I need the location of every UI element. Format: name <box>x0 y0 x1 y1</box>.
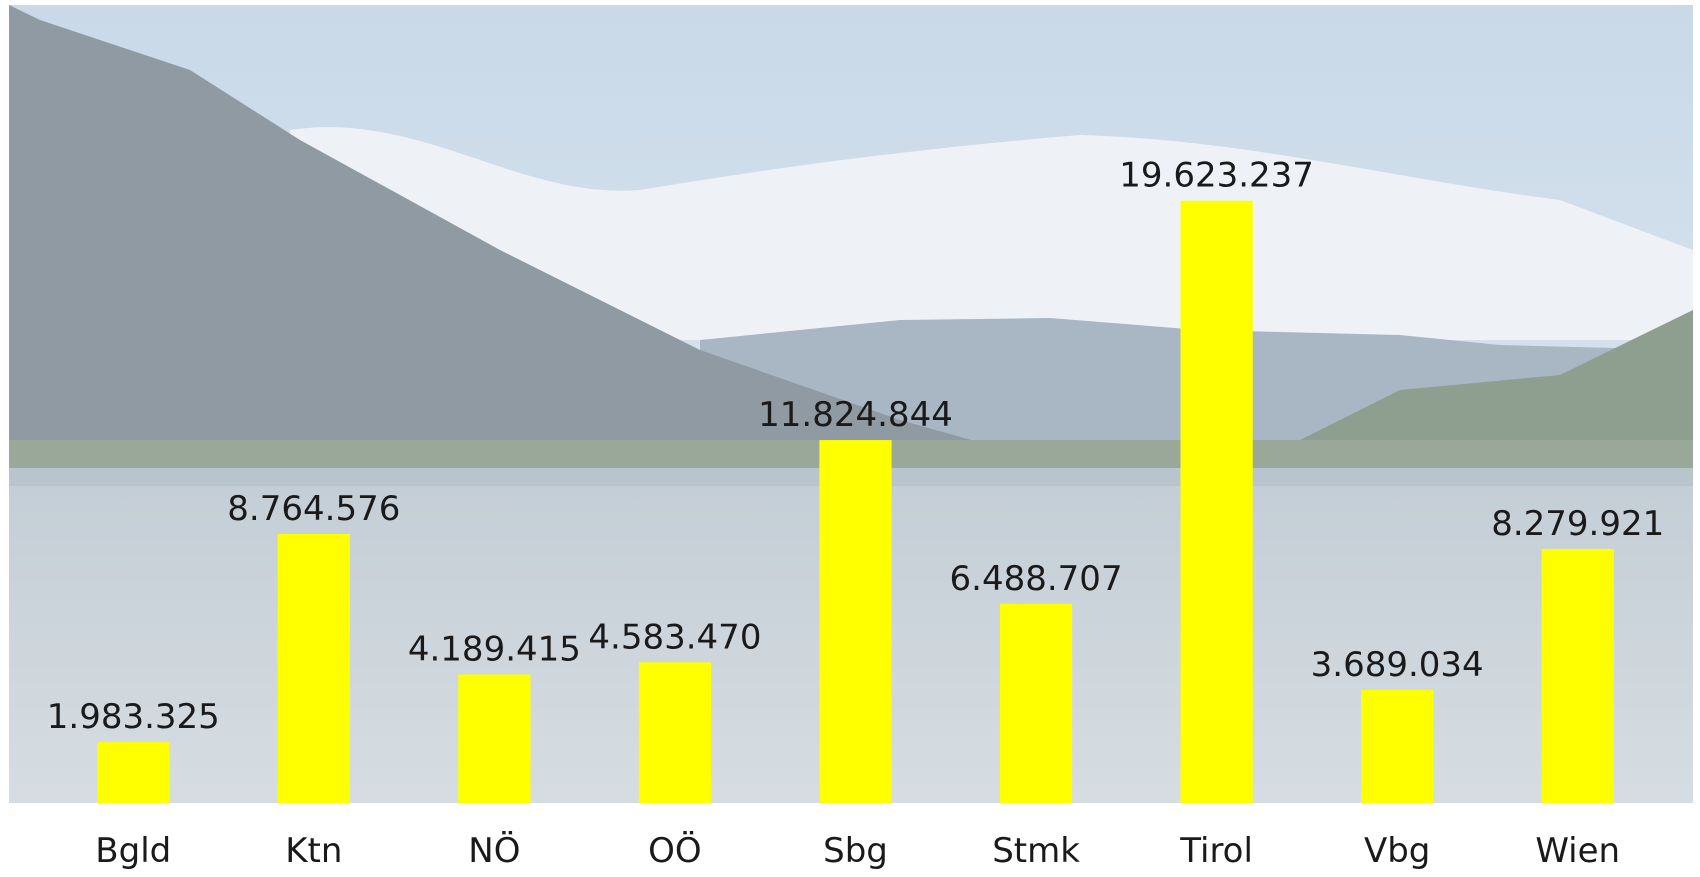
value-label: 6.488.707 <box>950 559 1123 599</box>
value-label: 1.983.325 <box>47 697 220 737</box>
x-tick-label: OÖ <box>648 830 702 871</box>
value-label: 3.689.034 <box>1311 645 1484 685</box>
value-label: 11.824.844 <box>758 395 953 435</box>
value-label: 8.279.921 <box>1491 504 1664 544</box>
x-tick-label: Wien <box>1535 831 1620 871</box>
x-tick-label: NÖ <box>468 830 520 871</box>
value-label: 4.583.470 <box>588 617 761 657</box>
x-tick-label: Ktn <box>285 831 342 871</box>
bar <box>458 674 531 803</box>
value-label: 19.623.237 <box>1119 156 1314 196</box>
bar <box>97 742 170 803</box>
bar <box>1180 200 1253 803</box>
x-tick-label: Sbg <box>823 831 888 871</box>
value-label: 8.764.576 <box>227 489 400 529</box>
x-tick-label: Bgld <box>95 831 171 871</box>
bar <box>277 533 350 803</box>
value-label: 4.189.415 <box>408 629 581 669</box>
bar <box>999 603 1073 803</box>
bar <box>638 662 712 803</box>
bar <box>1541 548 1614 803</box>
x-tick-label: Tirol <box>1179 831 1253 871</box>
x-tick-label: Vbg <box>1364 831 1430 871</box>
bar <box>819 440 892 803</box>
x-tick-label: Stmk <box>992 831 1080 871</box>
bar <box>1361 689 1434 803</box>
